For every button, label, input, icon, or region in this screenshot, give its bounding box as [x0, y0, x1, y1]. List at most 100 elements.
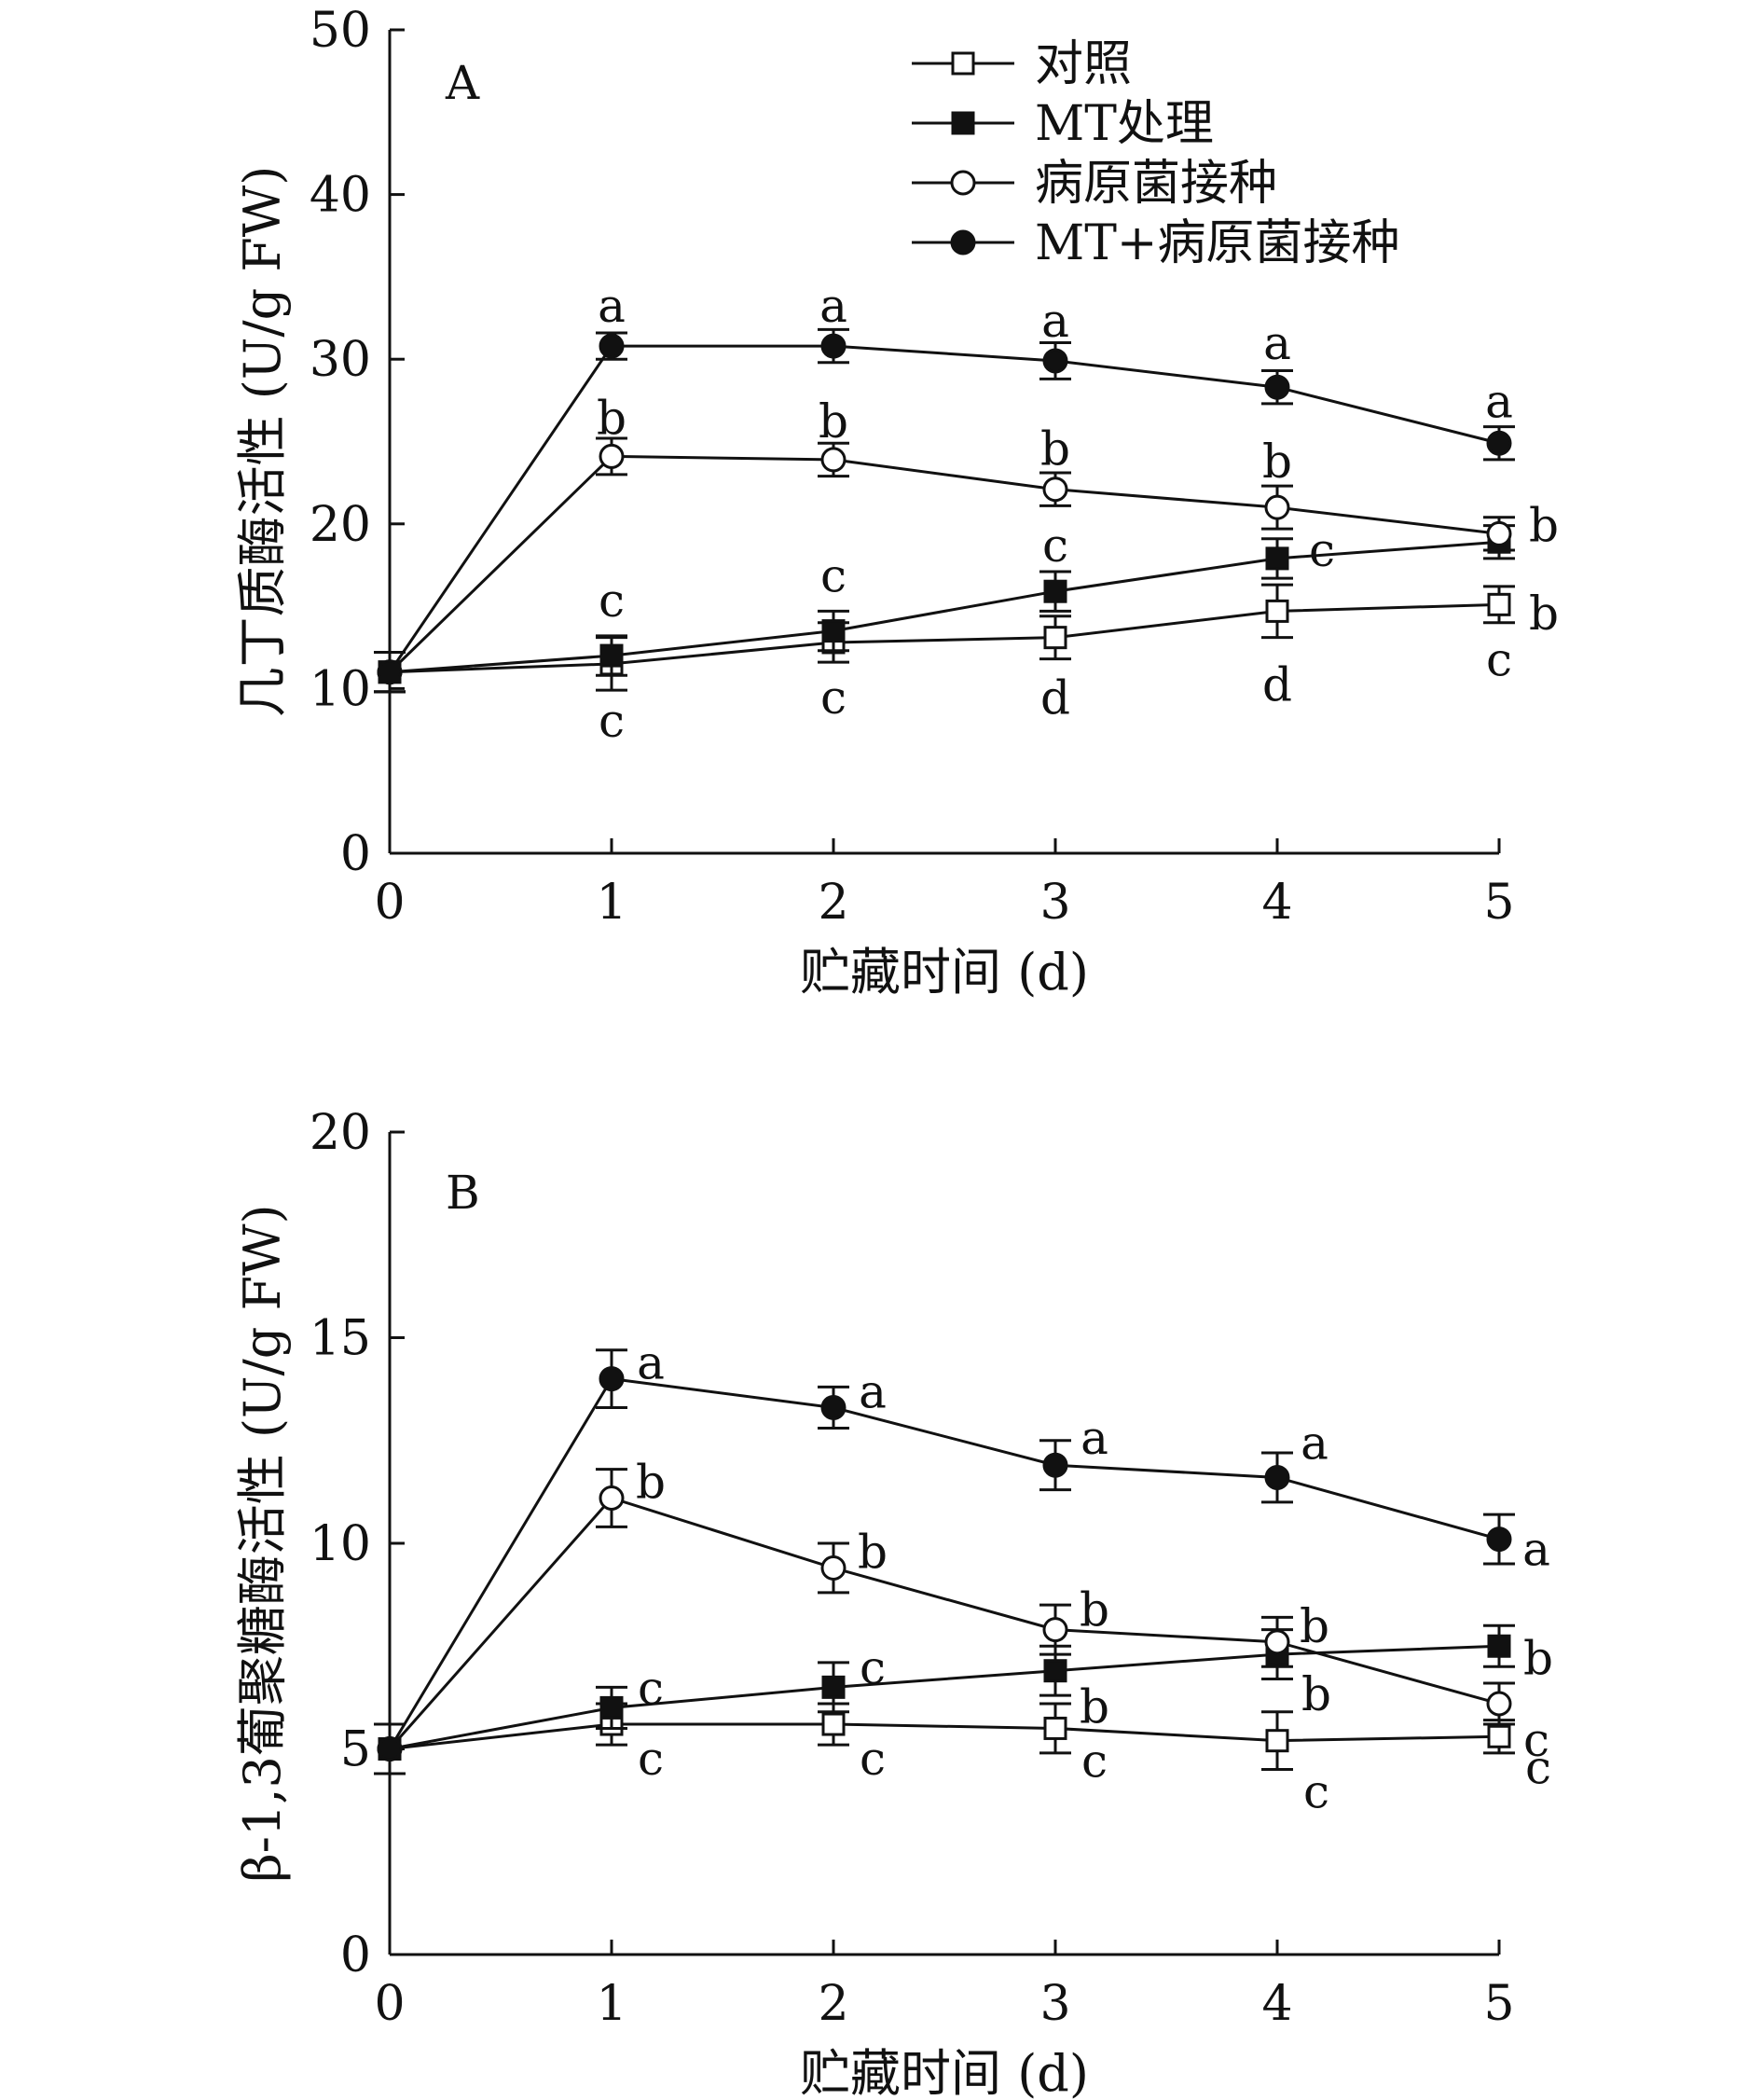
data-point: [1265, 1729, 1289, 1753]
data-point: [1043, 626, 1067, 650]
data-point: [1042, 477, 1068, 503]
legend-item: MT+病原菌接种: [912, 215, 1400, 271]
y-tick-label: 10: [310, 661, 371, 717]
data-point: [1043, 1659, 1067, 1683]
data-point: [1043, 579, 1067, 603]
x-tick-label: 3: [1039, 875, 1070, 931]
significance-letter: b: [1262, 435, 1292, 489]
significance-letter: b: [1300, 1599, 1329, 1653]
x-tick-label: 0: [374, 875, 405, 931]
data-point: [821, 1675, 846, 1699]
legend-marker: [950, 229, 976, 256]
data-point: [1042, 1452, 1068, 1478]
legend-label: MT处理: [1035, 96, 1214, 152]
significance-letter: c: [860, 1732, 886, 1786]
significance-letter: b: [1529, 498, 1559, 552]
x-tick-label: 5: [1483, 875, 1514, 931]
data-point: [377, 659, 403, 685]
series-line: [389, 540, 1500, 674]
significance-letter: c: [820, 549, 847, 603]
significance-letter: c: [599, 694, 625, 748]
y-tick-label: 0: [340, 1927, 371, 1983]
data-point: [1042, 1617, 1068, 1643]
data-point: [599, 1485, 625, 1511]
x-tick-label: 2: [818, 875, 848, 931]
legend-label: 病原菌接种: [1035, 156, 1277, 212]
significance-letter: c: [1486, 632, 1512, 686]
legend-item: 对照: [912, 36, 1132, 92]
panel-a: 0 10 20 30 40 50 0 1 2 3 4 5 贮藏时间 (d) 几丁质酶活性 (U/g FW)…: [233, 3, 1559, 1002]
data-point: [1486, 430, 1512, 456]
series-line: [388, 1496, 1500, 1750]
significance-letter: a: [1522, 1523, 1550, 1577]
y-tick-label: 0: [340, 826, 371, 882]
data-point: [820, 1394, 847, 1420]
data-point: [1042, 348, 1068, 374]
y-tick-label: 40: [310, 168, 371, 224]
series-2: bbb bc: [374, 1455, 1549, 1775]
significance-letter: b: [1080, 1680, 1109, 1734]
x-tick-label: 1: [596, 875, 626, 931]
significance-letter: c: [638, 1661, 664, 1715]
significance-letter: a: [859, 1364, 887, 1418]
significance-letter: a: [819, 279, 847, 333]
legend-marker: [951, 51, 975, 76]
data-point: [599, 333, 625, 359]
x-axis-label: 贮藏时间 (d): [800, 2044, 1089, 2100]
significance-letter: a: [1081, 1411, 1108, 1465]
significance-letter: c: [1042, 518, 1068, 573]
legend-item: MT处理: [912, 96, 1214, 152]
data-point: [377, 1736, 403, 1762]
series-3: a a a a a: [374, 279, 1515, 694]
y-tick-label: 30: [310, 332, 371, 388]
series-line: [388, 344, 1500, 673]
data-point: [1486, 1527, 1512, 1553]
significance-letter: c: [1523, 1713, 1549, 1767]
data-point: [1264, 494, 1290, 520]
significance-letter: b: [1523, 1631, 1553, 1685]
data-point: [1264, 374, 1290, 400]
significance-letter: a: [637, 1336, 665, 1390]
significance-letter: a: [598, 279, 626, 333]
legend-item: 病原菌接种: [912, 156, 1277, 212]
legend-label: 对照: [1035, 36, 1132, 92]
series-line: [389, 1722, 1500, 1750]
significance-letter: b: [858, 1525, 888, 1579]
data-point: [1043, 1716, 1067, 1740]
series-line: [388, 454, 1500, 673]
panel-label: A: [445, 56, 480, 110]
panel-b: 0 5 10 15 20 0 1 2 3 4 5 贮藏时间 (d) β-1,3葡聚糖酶活性 (U/g F…: [233, 1105, 1553, 2100]
data-point: [1487, 592, 1511, 616]
series-1: c cb bb: [374, 1623, 1553, 1775]
significance-letter: c: [1303, 1765, 1329, 1819]
y-axis-label: β-1,3葡聚糖酶活性 (U/g FW): [233, 1204, 292, 1882]
significance-letter: c: [1081, 1734, 1108, 1788]
data-point: [820, 333, 847, 359]
significance-letter: b: [1529, 587, 1559, 641]
series-line: [389, 602, 1500, 674]
x-tick-label: 1: [596, 1976, 626, 2032]
data-point: [1487, 1634, 1511, 1658]
x-tick-label: 4: [1261, 875, 1292, 931]
legend-marker: [950, 170, 976, 196]
x-tick-label: 0: [374, 1976, 405, 2032]
significance-letter: b: [636, 1455, 666, 1509]
panel-label: B: [446, 1166, 480, 1220]
data-point: [1486, 1691, 1512, 1717]
y-tick-label: 5: [340, 1722, 371, 1778]
y-tick-label: 15: [310, 1311, 371, 1367]
significance-letter: b: [1301, 1667, 1331, 1721]
y-tick-label: 20: [310, 1105, 371, 1161]
data-point: [821, 619, 846, 643]
y-tick-label: 10: [310, 1516, 371, 1572]
legend-marker: [951, 111, 975, 135]
x-axis-label: 贮藏时间 (d): [800, 943, 1089, 1002]
data-point: [821, 1712, 846, 1736]
significance-letter: c: [820, 670, 847, 725]
x-tick-label: 4: [1261, 1976, 1292, 2032]
significance-letter: c: [638, 1732, 664, 1786]
significance-letter: b: [819, 394, 848, 449]
significance-letter: c: [860, 1640, 886, 1694]
data-point: [599, 443, 625, 469]
